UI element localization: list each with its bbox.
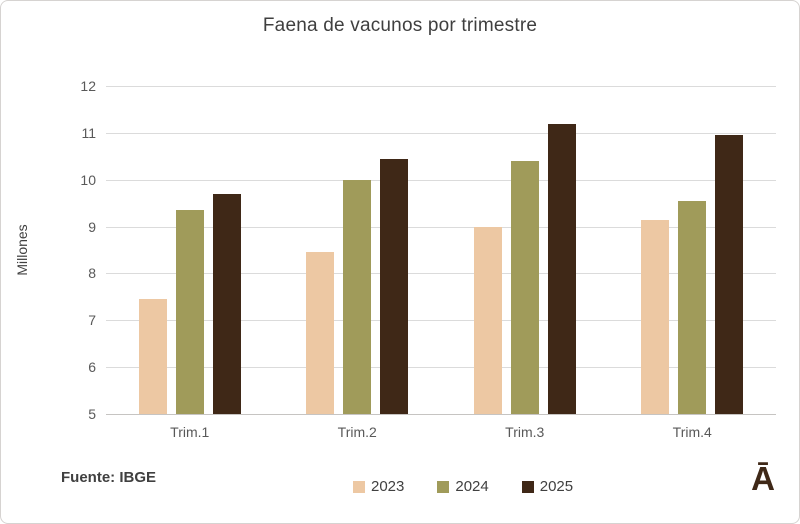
bar-2025-trim2 — [380, 158, 409, 414]
y-tick-label: 9 — [88, 218, 96, 235]
bar-2023-trim2 — [306, 252, 335, 414]
bar-2024-trim4 — [678, 200, 707, 414]
bar-2025-trim3 — [547, 123, 576, 414]
bar-2024-trim3 — [510, 160, 539, 414]
gridline — [106, 132, 776, 134]
bar-2025-trim4 — [715, 135, 744, 414]
legend-item-2024: 2024 — [437, 478, 489, 495]
y-tick-label: 7 — [88, 312, 96, 329]
gridline — [106, 179, 776, 181]
gridline — [106, 367, 776, 369]
y-tick-label: 12 — [80, 78, 96, 94]
bar-2023-trim4 — [641, 219, 670, 414]
x-tick-label: Trim.1 — [170, 424, 210, 440]
legend-label: 2025 — [539, 478, 574, 495]
gridline — [106, 86, 776, 87]
chart-title: Faena de vacunos por trimestre — [262, 15, 538, 36]
y-tick-label: 8 — [88, 265, 96, 282]
gridline — [106, 273, 776, 275]
x-axis-tick-labels: Trim.1 Trim.2 Trim.3 Trim.4 — [106, 424, 776, 444]
logo-a-macron: Ā — [751, 460, 775, 497]
bar-2023-trim3 — [473, 226, 502, 414]
y-tick-label: 6 — [88, 359, 96, 376]
source-note: Fuente: IBGE — [61, 469, 157, 486]
gridline — [106, 226, 776, 228]
y-axis-tick-labels: 12 11 10 9 8 7 6 5 — [1, 1, 96, 523]
x-tick-label: Trim.3 — [505, 424, 545, 440]
x-axis-line — [106, 414, 776, 415]
gridline — [106, 320, 776, 322]
legend-swatch — [521, 480, 534, 493]
bar-2024-trim1 — [175, 210, 204, 414]
bar-2023-trim1 — [138, 299, 167, 414]
legend-item-2025: 2025 — [521, 478, 574, 495]
legend-label: 2024 — [455, 478, 489, 495]
legend: 2023 2024 2025 — [353, 478, 573, 495]
bar-2024-trim2 — [343, 179, 372, 414]
y-tick-label: 5 — [88, 406, 96, 422]
legend-swatch — [353, 480, 365, 493]
plot-area — [106, 86, 776, 415]
bar-2025-trim1 — [212, 193, 241, 414]
y-tick-label: 11 — [81, 124, 96, 141]
x-tick-label: Trim.4 — [672, 424, 712, 440]
y-tick-label: 10 — [80, 171, 96, 188]
legend-label: 2023 — [371, 478, 405, 495]
x-tick-label: Trim.2 — [337, 424, 377, 440]
legend-item-2023: 2023 — [353, 478, 404, 495]
legend-swatch — [437, 480, 450, 493]
